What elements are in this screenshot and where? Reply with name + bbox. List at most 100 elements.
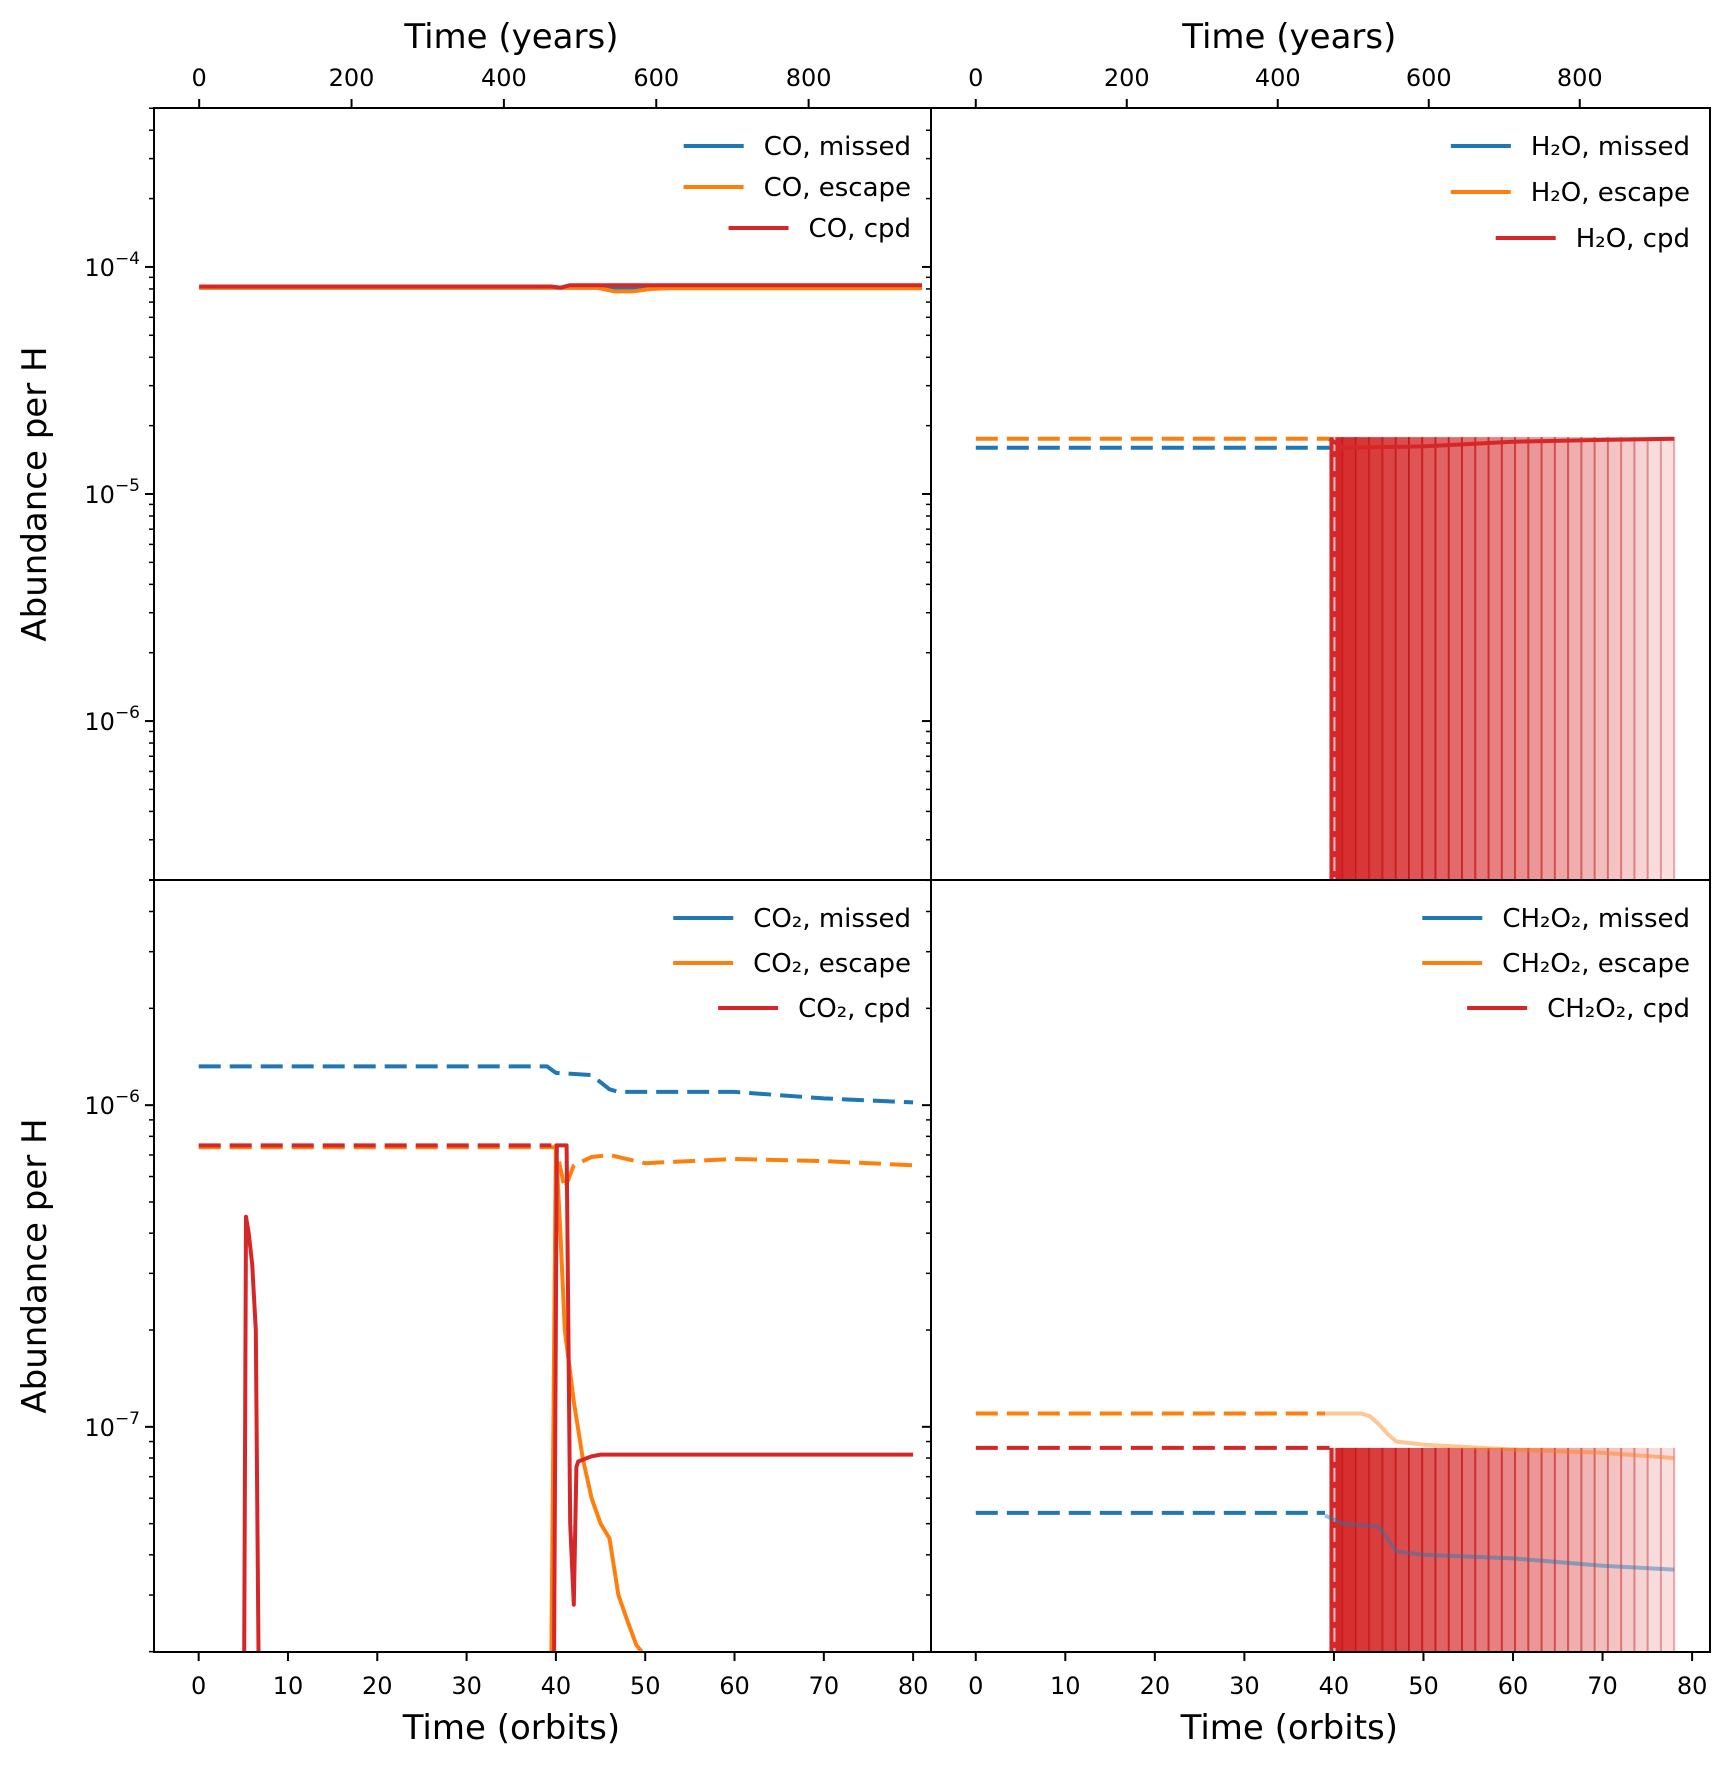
series-cpd-line: [1328, 436, 1675, 450]
cpd-band-segment: [1528, 437, 1542, 880]
cpd-band-segment: [1355, 437, 1370, 880]
bottom-tick-label: 40: [1319, 1672, 1350, 1700]
cpd-band-segment: [1409, 437, 1423, 880]
legend-label: H₂O, missed: [1531, 132, 1690, 162]
y-axis-label: Abundance per H: [15, 346, 55, 641]
cpd-band-segment: [1395, 1447, 1410, 1652]
cpd-band-segment: [1409, 1447, 1423, 1652]
cpd-band-segment: [1382, 1447, 1396, 1652]
y-tick-label: 10−6: [84, 1087, 140, 1120]
series-missed-line: [198, 1064, 914, 1105]
bottom-tick-label: 50: [1408, 1672, 1439, 1700]
bottom-tick-label: 60: [1498, 1672, 1529, 1700]
cpd-band-segment: [1634, 437, 1648, 880]
legend-label: CO, cpd: [809, 214, 911, 244]
top-tick-label: 400: [481, 64, 527, 92]
panel-co-plot: [199, 283, 922, 294]
legend-label: CH₂O₂, missed: [1502, 904, 1690, 934]
cpd-band-segment: [1515, 437, 1529, 880]
bottom-tick-label: 0: [968, 1672, 983, 1700]
cpd-band-segment: [1607, 437, 1622, 880]
bottom-tick-label: 50: [630, 1672, 661, 1700]
cpd-band-segment: [1462, 1447, 1476, 1652]
bottom-tick-label: 20: [1140, 1672, 1171, 1700]
cpd-band-segment: [1541, 437, 1555, 880]
series-cpd-line: [199, 283, 922, 290]
cpd-band-segment: [1528, 1447, 1542, 1652]
bottom-tick-label: 80: [1677, 1672, 1708, 1700]
top-tick-label: 800: [1557, 64, 1603, 92]
legend-label: CH₂O₂, escape: [1502, 949, 1690, 979]
cpd-band-segment: [1329, 1447, 1343, 1652]
panel-ch2o2-frame: [930, 879, 1711, 1653]
bottom-axis-label: Time (orbits): [402, 1708, 620, 1748]
cpd-band-segment: [1581, 1447, 1595, 1652]
cpd-band-segment: [1515, 1447, 1529, 1652]
top-tick-label: 200: [329, 64, 375, 92]
cpd-band-segment: [1422, 1447, 1436, 1652]
cpd-band-segment: [1607, 1447, 1622, 1652]
bottom-tick-label: 10: [1050, 1672, 1081, 1700]
bottom-tick-label: 60: [719, 1672, 750, 1700]
cpd-band-segment: [1488, 1447, 1502, 1652]
legend-label: H₂O, escape: [1531, 178, 1690, 208]
cpd-band-segment: [1475, 1447, 1489, 1652]
bottom-tick-label: 70: [1587, 1672, 1618, 1700]
bottom-tick-label: 0: [191, 1672, 206, 1700]
cpd-band-segment: [1568, 1447, 1582, 1652]
cpd-band-segment: [1488, 437, 1502, 880]
cpd-band-segment: [1369, 1447, 1383, 1652]
cpd-band-segment: [1329, 437, 1343, 880]
cpd-band-segment: [1621, 1447, 1635, 1652]
series-escape-line: [199, 285, 922, 294]
top-tick-label: 200: [1104, 64, 1150, 92]
cpd-band-segment: [1660, 1447, 1675, 1652]
panel-h2o-plot: [975, 436, 1676, 880]
cpd-band-segment: [1462, 437, 1476, 880]
top-tick-label: 0: [968, 64, 983, 92]
cpd-band-segment: [1448, 437, 1463, 880]
cpd-band-segment: [1594, 1447, 1608, 1652]
y-axis-label: Abundance per H: [15, 1118, 55, 1413]
top-axis-label: Time (years): [1181, 17, 1396, 57]
cpd-band-segment: [1369, 437, 1383, 880]
panel-co2-plot: [198, 1064, 914, 1652]
y-tick-label: 10−6: [84, 703, 140, 736]
plot-content: [198, 283, 1676, 1652]
cpd-band-segment: [1634, 1447, 1648, 1652]
cpd-band-segment: [1342, 437, 1356, 880]
cpd-band-segment: [1501, 1447, 1516, 1652]
legend-label: CO₂, cpd: [798, 994, 911, 1024]
cpd-band-segment: [1594, 437, 1608, 880]
y-tick-label: 10−4: [84, 249, 140, 282]
cpd-band-segment: [1554, 1447, 1569, 1652]
bottom-tick-label: 40: [541, 1672, 572, 1700]
top-tick-label: 600: [633, 64, 679, 92]
series-escape-line: [549, 1143, 644, 1652]
cpd-band-segment: [1475, 437, 1489, 880]
legend-label: CO₂, missed: [753, 904, 911, 934]
top-tick-label: 0: [192, 64, 207, 92]
cpd-band-segment: [1395, 437, 1410, 880]
top-tick-label: 400: [1255, 64, 1301, 92]
bottom-axis-label: Time (orbits): [1180, 1708, 1398, 1748]
series-cpd-line: [242, 1214, 261, 1652]
bottom-tick-label: 20: [362, 1672, 393, 1700]
cpd-band-segment: [1541, 1447, 1555, 1652]
cpd-band-segment: [1621, 437, 1635, 880]
legend-label: H₂O, cpd: [1576, 224, 1690, 254]
bottom-tick-label: 80: [898, 1672, 929, 1700]
y-tick-label: 10−5: [84, 476, 140, 509]
cpd-band-segment: [1554, 437, 1569, 880]
cpd-band-segment: [1342, 1447, 1356, 1652]
cpd-band-segment: [1501, 437, 1516, 880]
cpd-band-segment: [1435, 1447, 1449, 1652]
series-escape-line: [1325, 1411, 1675, 1460]
legend-label: CO, missed: [764, 132, 911, 162]
top-axis-label: Time (years): [403, 17, 618, 57]
cpd-band-segment: [1422, 437, 1436, 880]
cpd-band-segment: [1435, 437, 1449, 880]
cpd-band-segment: [1660, 437, 1675, 880]
